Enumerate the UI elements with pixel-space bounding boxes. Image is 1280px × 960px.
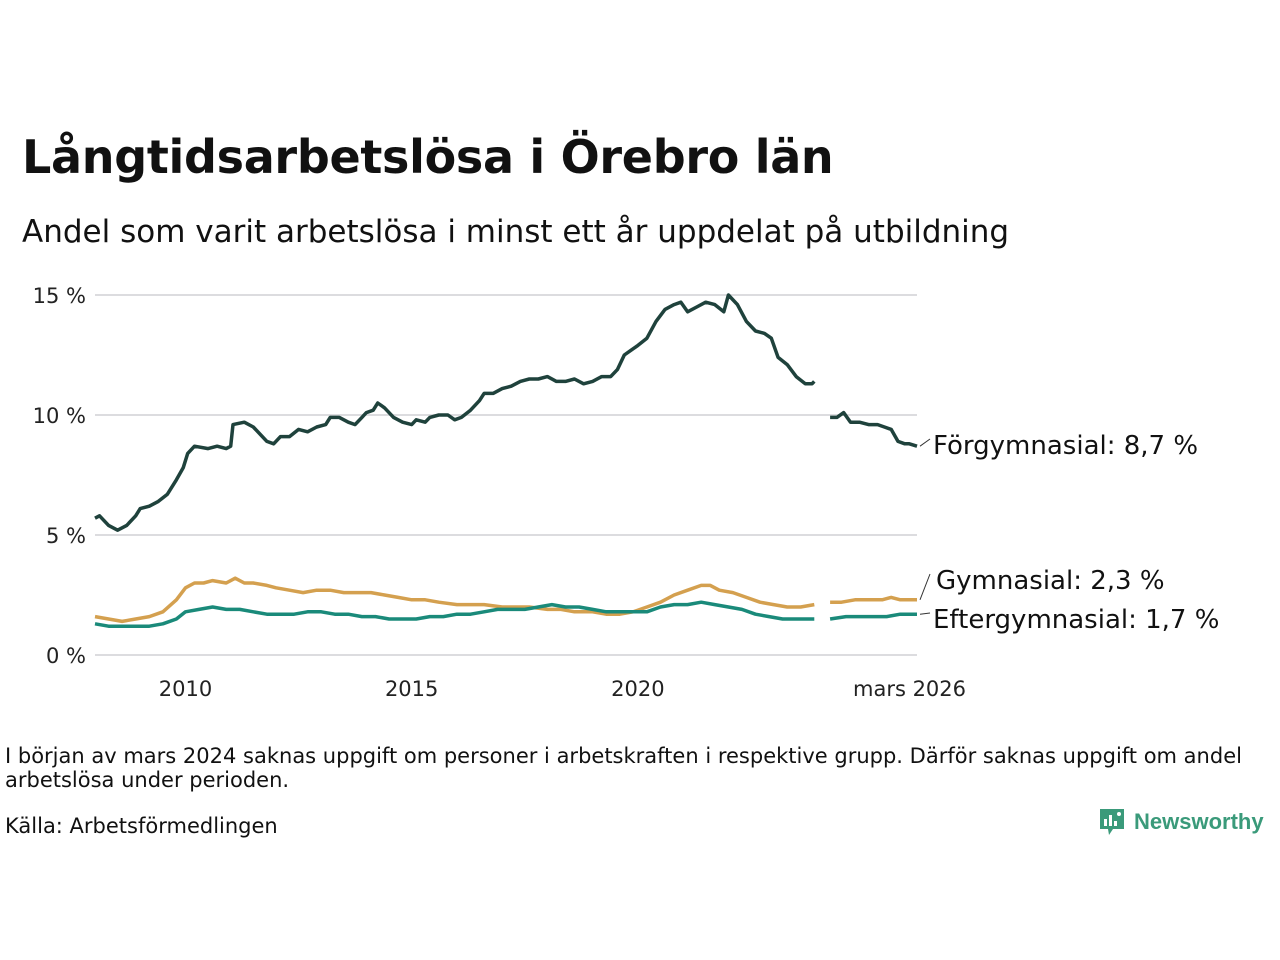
series-line-eftergymnasial: [94, 600, 917, 628]
label-connector: [919, 573, 931, 600]
newsworthy-icon: [1100, 809, 1124, 835]
y-tick-label: 5 %: [46, 524, 86, 548]
y-tick-label: 15 %: [33, 284, 86, 308]
x-tick-label: 2020: [611, 677, 664, 701]
x-tick-label: 2015: [385, 677, 438, 701]
label-connector: [919, 438, 931, 447]
series-label-förgymnasial: Förgymnasial: 8,7 %: [933, 431, 1198, 461]
chart-subtitle: Andel som varit arbetslösa i minst ett å…: [22, 214, 1010, 250]
brand-logo: Newsworthy: [1098, 807, 1264, 837]
x-tick-label: 2010: [159, 677, 212, 701]
series-line-förgymnasial: [94, 293, 918, 532]
chart-title: Långtidsarbetslösa i Örebro län: [22, 130, 834, 184]
y-tick-label: 0 %: [46, 644, 86, 668]
series-label-gymnasial: Gymnasial: 2,3 %: [936, 566, 1165, 596]
label-connector: [919, 612, 931, 615]
brand-name: Newsworthy: [1134, 809, 1264, 834]
y-tick-label: 10 %: [33, 404, 86, 428]
source-text: Källa: Arbetsförmedlingen: [5, 814, 278, 838]
x-tick-label: mars 2026: [853, 677, 966, 701]
series-line-gymnasial: [94, 576, 917, 624]
series-label-eftergymnasial: Eftergymnasial: 1,7 %: [933, 605, 1219, 635]
footnote: I början av mars 2024 saknas uppgift om …: [5, 744, 1242, 792]
line-chart: 0 % 5 % 10 % 15 % 2010 2015 2020 mars 2026 Förgy…: [33, 284, 1220, 701]
